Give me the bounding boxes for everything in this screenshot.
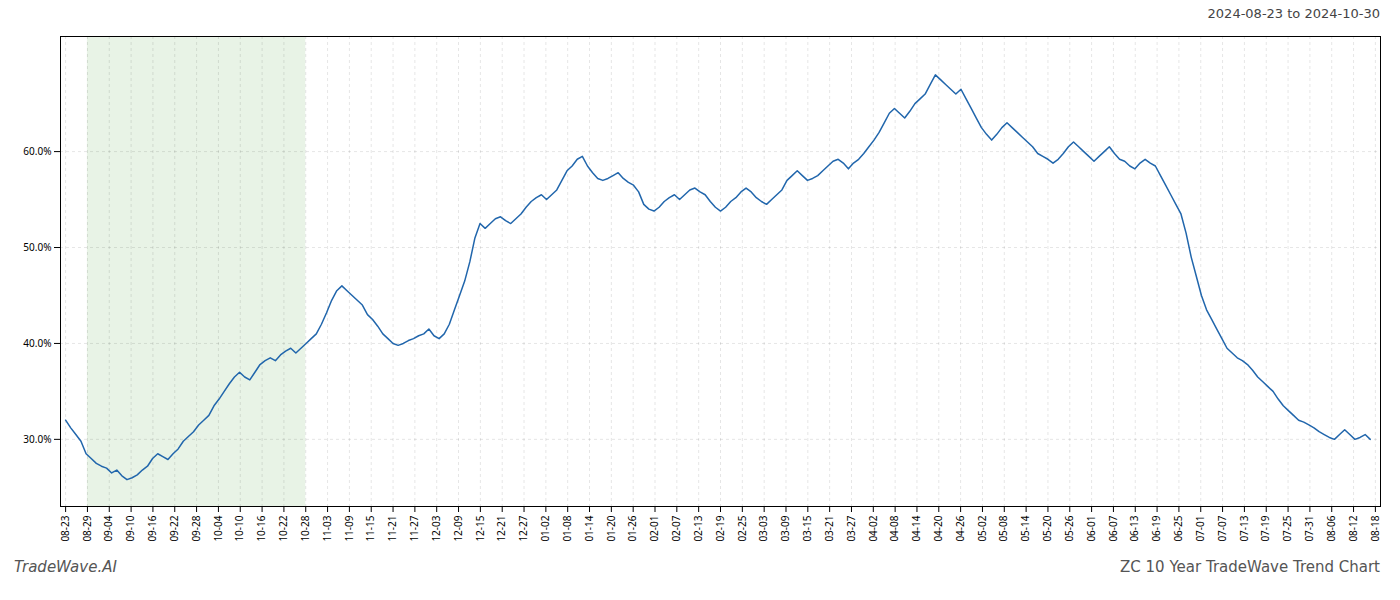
svg-text:12-21: 12-21 [494, 516, 508, 542]
svg-text:05-08: 05-08 [996, 515, 1010, 541]
svg-text:09-22: 09-22 [167, 515, 181, 541]
svg-text:11-21: 11-21 [385, 516, 399, 542]
svg-text:60.0%: 60.0% [23, 144, 51, 158]
svg-text:06-19: 06-19 [1149, 515, 1163, 541]
svg-text:12-03: 12-03 [429, 515, 443, 541]
svg-text:04-20: 04-20 [931, 515, 945, 541]
svg-text:30.0%: 30.0% [23, 432, 51, 446]
svg-text:03-21: 03-21 [822, 516, 836, 542]
svg-text:08-06: 08-06 [1324, 515, 1338, 541]
html-text:TradeWave.AI: TradeWave.AI [14, 558, 117, 576]
svg-text:11-27: 11-27 [407, 515, 421, 541]
svg-text:09-04: 09-04 [101, 515, 115, 541]
svg-text:10-10: 10-10 [232, 515, 246, 541]
svg-text:12-09: 12-09 [451, 515, 465, 541]
svg-text:07-01: 07-01 [1193, 516, 1207, 542]
svg-text:03-27: 03-27 [844, 515, 858, 541]
svg-text:02-01: 02-01 [647, 516, 661, 542]
svg-text:02-07: 02-07 [669, 515, 683, 541]
svg-text:10-22: 10-22 [276, 515, 290, 541]
svg-text:06-13: 06-13 [1127, 515, 1141, 541]
svg-text:08-29: 08-29 [80, 515, 94, 541]
svg-text:10-28: 10-28 [298, 515, 312, 541]
svg-text:02-13: 02-13 [691, 515, 705, 541]
svg-text:05-20: 05-20 [1040, 515, 1054, 541]
svg-text:09-28: 09-28 [189, 515, 203, 541]
svg-text:01-14: 01-14 [582, 515, 596, 541]
svg-text:12-15: 12-15 [473, 515, 487, 541]
svg-text:05-02: 05-02 [975, 515, 989, 541]
svg-text:03-03: 03-03 [756, 515, 770, 541]
svg-text:10-04: 10-04 [211, 515, 225, 541]
svg-text:02-19: 02-19 [713, 515, 727, 541]
svg-text:50.0%: 50.0% [23, 240, 51, 254]
svg-text:08-18: 08-18 [1368, 515, 1382, 541]
svg-text:07-13: 07-13 [1237, 515, 1251, 541]
svg-text:07-31: 07-31 [1302, 516, 1316, 542]
svg-text:05-26: 05-26 [1062, 515, 1076, 541]
svg-text:01-20: 01-20 [604, 515, 618, 541]
svg-text:11-15: 11-15 [363, 515, 377, 541]
svg-text:08-12: 08-12 [1346, 515, 1360, 541]
svg-text:04-02: 04-02 [866, 515, 880, 541]
svg-text:07-07: 07-07 [1215, 515, 1229, 541]
svg-text:01-26: 01-26 [625, 515, 639, 541]
svg-text:09-16: 09-16 [145, 515, 159, 541]
svg-text:01-02: 01-02 [538, 515, 552, 541]
svg-text:09-10: 09-10 [123, 515, 137, 541]
svg-text:06-01: 06-01 [1084, 516, 1098, 542]
svg-text:08-23: 08-23 [58, 515, 72, 541]
svg-text:40.0%: 40.0% [23, 336, 51, 350]
svg-text:07-19: 07-19 [1258, 515, 1272, 541]
svg-text:11-09: 11-09 [342, 515, 356, 541]
svg-text:05-14: 05-14 [1018, 515, 1032, 541]
svg-text:02-25: 02-25 [735, 515, 749, 541]
html-text:2024-08-23 to 2024-10-30: 2024-08-23 to 2024-10-30 [1207, 6, 1380, 21]
svg-text:06-07: 06-07 [1106, 515, 1120, 541]
svg-text:06-25: 06-25 [1171, 515, 1185, 541]
svg-text:03-09: 03-09 [778, 515, 792, 541]
svg-text:03-15: 03-15 [800, 515, 814, 541]
svg-text:07-25: 07-25 [1280, 515, 1294, 541]
html-text:ZC 10 Year TradeWave Trend Cha: ZC 10 Year TradeWave Trend Chart [1120, 558, 1380, 576]
svg-text:10-16: 10-16 [254, 515, 268, 541]
svg-text:04-26: 04-26 [953, 515, 967, 541]
svg-text:04-08: 04-08 [887, 515, 901, 541]
svg-text:12-27: 12-27 [516, 515, 530, 541]
svg-text:11-03: 11-03 [320, 515, 334, 541]
svg-text:01-08: 01-08 [560, 515, 574, 541]
svg-text:04-14: 04-14 [909, 515, 923, 541]
